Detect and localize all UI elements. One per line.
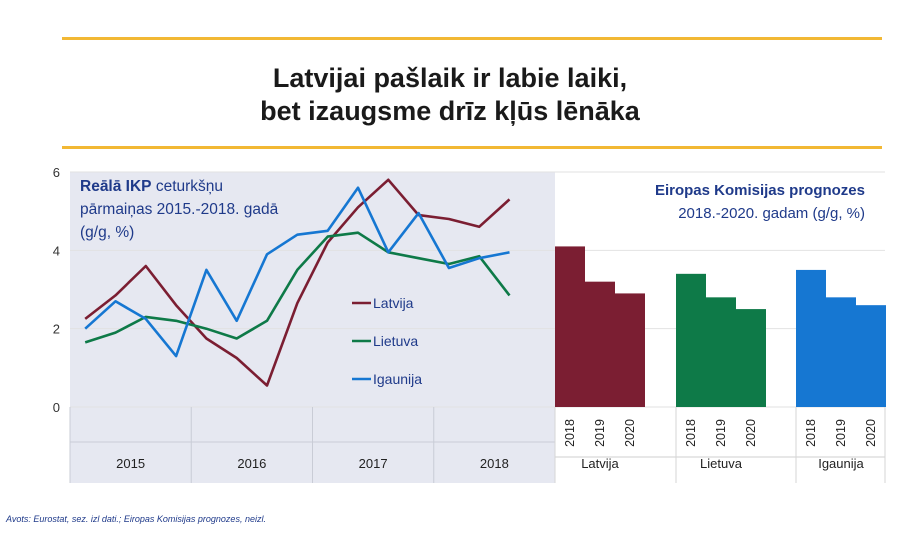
y-axis: 0 2 4 6 (53, 165, 60, 415)
line-chart-title-line-2: pārmaiņas 2015.-2018. gadā (80, 201, 279, 218)
bar-latvija-2018 (555, 246, 585, 407)
bar-igaunija-2019 (826, 297, 856, 407)
line-chart-title-bold: Reālā IKP (80, 178, 152, 195)
top-accent-rule (62, 37, 882, 40)
bar-year-label: 2019 (593, 419, 607, 447)
series-line-igaunija (84, 186, 510, 358)
x-year-label: 2015 (116, 456, 145, 471)
page-title: Latvijai pašlaik ir labie laiki, bet iza… (0, 62, 900, 128)
bar-year-label: 2019 (714, 419, 728, 447)
bar-latvija-2020 (615, 293, 645, 407)
bar-year-label: 2020 (864, 419, 878, 447)
bar-igaunija-2020 (856, 305, 886, 407)
bar-lietuva-2018 (676, 273, 706, 407)
x-year-label: 2016 (237, 456, 266, 471)
legend-label-igaunija: Igaunija (373, 371, 422, 387)
bar-group-label: Lietuva (700, 456, 743, 471)
bar-group-label: Latvija (581, 456, 619, 471)
y-tick-label: 6 (53, 165, 60, 180)
y-tick-label: 4 (53, 243, 60, 258)
bar-year-label: 2018 (684, 419, 698, 447)
bar-year-label: 2019 (834, 419, 848, 447)
bar-group-label: Igaunija (818, 456, 864, 471)
chart-canvas: 0 2 4 6 2015 2016 2017 2018 2018 2019 2020 Latvij… (53, 165, 886, 483)
bar-year-label: 2020 (623, 419, 637, 447)
bar-chart-title: Eiropas Komisijas prognozes (655, 182, 865, 199)
title-line-2: bet izaugsme drīz kļūs lēnāka (260, 96, 640, 126)
title-line-1: Latvijai pašlaik ir labie laiki, (272, 63, 628, 93)
bottom-accent-rule (62, 146, 882, 149)
bar-year-label: 2018 (804, 419, 818, 447)
line-chart-title: Reālā IKP ceturkšņu (80, 178, 223, 195)
y-tick-label: 2 (53, 322, 60, 337)
bar-year-label: 2020 (744, 419, 758, 447)
series-line-lietuva (84, 231, 511, 344)
bar-lietuva-2019 (706, 297, 736, 407)
forecast-bars (555, 246, 886, 407)
line-chart-title-line-3: (g/g, %) (80, 224, 134, 241)
bar-chart-subtitle: 2018.-2020. gadam (g/g, %) (678, 205, 865, 222)
y-tick-label: 0 (53, 400, 60, 415)
x-year-label: 2017 (359, 456, 388, 471)
bar-igaunija-2018 (796, 269, 826, 407)
x-year-label: 2018 (480, 456, 509, 471)
legend-label-lietuva: Lietuva (373, 333, 418, 349)
legend-label-latvija: Latvija (373, 295, 414, 311)
series-line-latvija (84, 178, 511, 387)
source-note: Avots: Eurostat, sez. izl dati.; Eiropas… (6, 514, 266, 524)
bar-lietuva-2020 (736, 309, 766, 407)
line-legend: Latvija Lietuva Igaunija (352, 295, 422, 387)
line-chart-title-rest: ceturkšņu (152, 178, 224, 195)
line-series (84, 178, 511, 387)
bar-latvija-2019 (585, 281, 615, 407)
bar-year-label: 2018 (563, 419, 577, 447)
